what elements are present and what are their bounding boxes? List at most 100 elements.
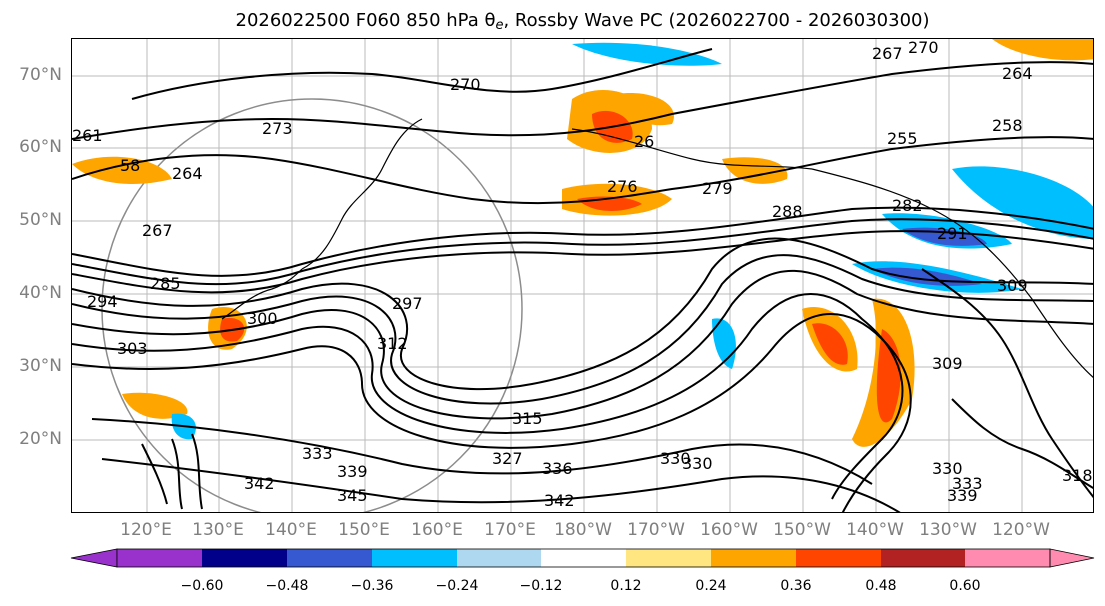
contour-label-339b: 339	[947, 486, 978, 505]
contour-label-300: 300	[247, 309, 278, 328]
contour-label-318: 318	[1062, 466, 1093, 485]
contour-label-273: 273	[262, 119, 293, 138]
lon-label-160w: 160°W	[700, 520, 758, 540]
coastlines	[221, 118, 1093, 378]
contour-label-261: 261	[72, 126, 103, 145]
anomaly-positive-arctic-east	[992, 39, 1093, 61]
contour-label-58: 58	[120, 156, 140, 175]
lon-label-120e: 120°E	[120, 520, 172, 540]
contour-label-264b: 264	[172, 164, 203, 183]
contour-label-270: 270	[450, 75, 481, 94]
lon-label-180w: 180°W	[554, 520, 612, 540]
colorbar-bin-5	[457, 549, 541, 567]
contour-label-342b: 342	[544, 491, 575, 510]
contour-6	[72, 269, 1093, 420]
colorbar-bin-9	[796, 549, 881, 567]
contour-label-270b: 270	[908, 39, 939, 57]
lon-label-140e: 140°E	[265, 520, 317, 540]
colorbar-bin-6	[541, 549, 626, 567]
colorbar-tick-2: −0.48	[265, 578, 309, 594]
theta-e-contours	[72, 48, 1093, 512]
contour-label-315: 315	[512, 409, 543, 428]
lon-label-130w: 130°W	[919, 520, 977, 540]
contour-label-258: 258	[992, 116, 1023, 135]
colorbar-bin-8	[711, 549, 796, 567]
lon-label-160e: 160°E	[411, 520, 463, 540]
contour-label-279: 279	[702, 179, 733, 198]
colorbar-tick-10: 0.60	[949, 578, 981, 594]
contour-9	[141, 433, 203, 510]
colorbar-lower-extension	[70, 548, 118, 568]
anomaly-negative-bc	[952, 166, 1093, 239]
contour-label-294: 294	[87, 292, 118, 311]
contour-7	[72, 293, 904, 500]
contour-15	[921, 268, 1093, 499]
colorbar-tick-3: −0.36	[350, 578, 394, 594]
lon-label-130e: 130°E	[192, 520, 244, 540]
contour-label-345: 345	[337, 486, 368, 505]
reference-circle	[101, 98, 523, 512]
colorbar-bin-1	[117, 549, 202, 567]
contour-label-330: 330	[660, 449, 691, 468]
lon-label-150e: 150°E	[338, 520, 390, 540]
colorbar-tick-6: 0.12	[610, 578, 642, 594]
colorbar-bin-11	[965, 549, 1050, 567]
colorbar-bin-4	[372, 549, 457, 567]
contour-label-276: 276	[607, 177, 638, 196]
lon-label-120w: 120°W	[992, 520, 1050, 540]
contour-label-267: 267	[872, 44, 903, 63]
coastline-north-america	[811, 168, 1093, 378]
contour-label-327: 327	[492, 449, 523, 468]
lat-label-70n: 70°N	[19, 65, 62, 85]
colorbar	[70, 548, 1095, 568]
contour-label-333b: 333	[952, 474, 983, 493]
contour-label-309b: 309	[932, 354, 963, 373]
contour-label-285: 285	[150, 274, 181, 293]
contour-label-291: 291	[937, 224, 968, 243]
colorbar-bin-2	[202, 549, 287, 567]
anomaly-shading	[72, 39, 1093, 447]
contour-label-26: 26	[634, 132, 654, 151]
contour-label-312: 312	[377, 334, 408, 353]
colorbar-bin-7	[626, 549, 711, 567]
colorbar-upper-extension	[1049, 548, 1095, 568]
contour-4	[72, 237, 1093, 391]
lat-label-30n: 30°N	[19, 356, 62, 376]
map-canvas: 270 267 264 273 261 258 264 255 267 285 …	[72, 39, 1093, 512]
coastline-alaska	[571, 128, 813, 170]
colorbar-outline	[116, 548, 1051, 568]
colorbar-tick-5: −0.12	[519, 578, 563, 594]
lat-label-40n: 40°N	[19, 283, 62, 303]
lon-label-170e: 170°E	[484, 520, 536, 540]
contour-12	[72, 136, 1093, 205]
coastline-japan	[221, 268, 303, 320]
contour-label-330c: 330	[932, 459, 963, 478]
contour-label-339: 339	[337, 462, 368, 481]
contour-labels: 270 267 264 273 261 258 264 255 267 285 …	[72, 39, 1093, 510]
contour-14	[131, 48, 713, 100]
lon-label-140w: 140°W	[846, 520, 904, 540]
colorbar-tick-4: −0.24	[435, 578, 479, 594]
title-rest: , Rossby Wave PC (2026022700 - 202603030…	[503, 10, 930, 31]
contour-11	[101, 458, 901, 512]
contour-label-282: 282	[892, 196, 923, 215]
contour-label-330b: 330	[682, 454, 713, 473]
lat-label-60n: 60°N	[19, 137, 62, 157]
colorbar-bin-3	[287, 549, 372, 567]
colorbar-tick-8: 0.36	[780, 578, 812, 594]
contour-16	[951, 398, 1093, 489]
lon-label-150w: 150°W	[773, 520, 831, 540]
contour-label-297: 297	[392, 294, 423, 313]
contour-3	[72, 230, 1093, 294]
contour-1	[72, 206, 1093, 277]
lat-label-50n: 50°N	[19, 210, 62, 230]
contour-label-342: 342	[244, 474, 275, 493]
anomaly-positive-gulf	[722, 157, 788, 184]
colorbar-tick-9: 0.48	[865, 578, 897, 594]
map-title: 2026022500 F060 850 hPa θe, Rossby Wave …	[0, 10, 1105, 33]
anomaly-negative-arctic	[572, 42, 722, 66]
contour-label-267b: 267	[142, 221, 173, 240]
contour-label-264: 264	[1002, 64, 1033, 83]
contour-10	[91, 418, 873, 485]
contour-label-336: 336	[542, 459, 573, 478]
